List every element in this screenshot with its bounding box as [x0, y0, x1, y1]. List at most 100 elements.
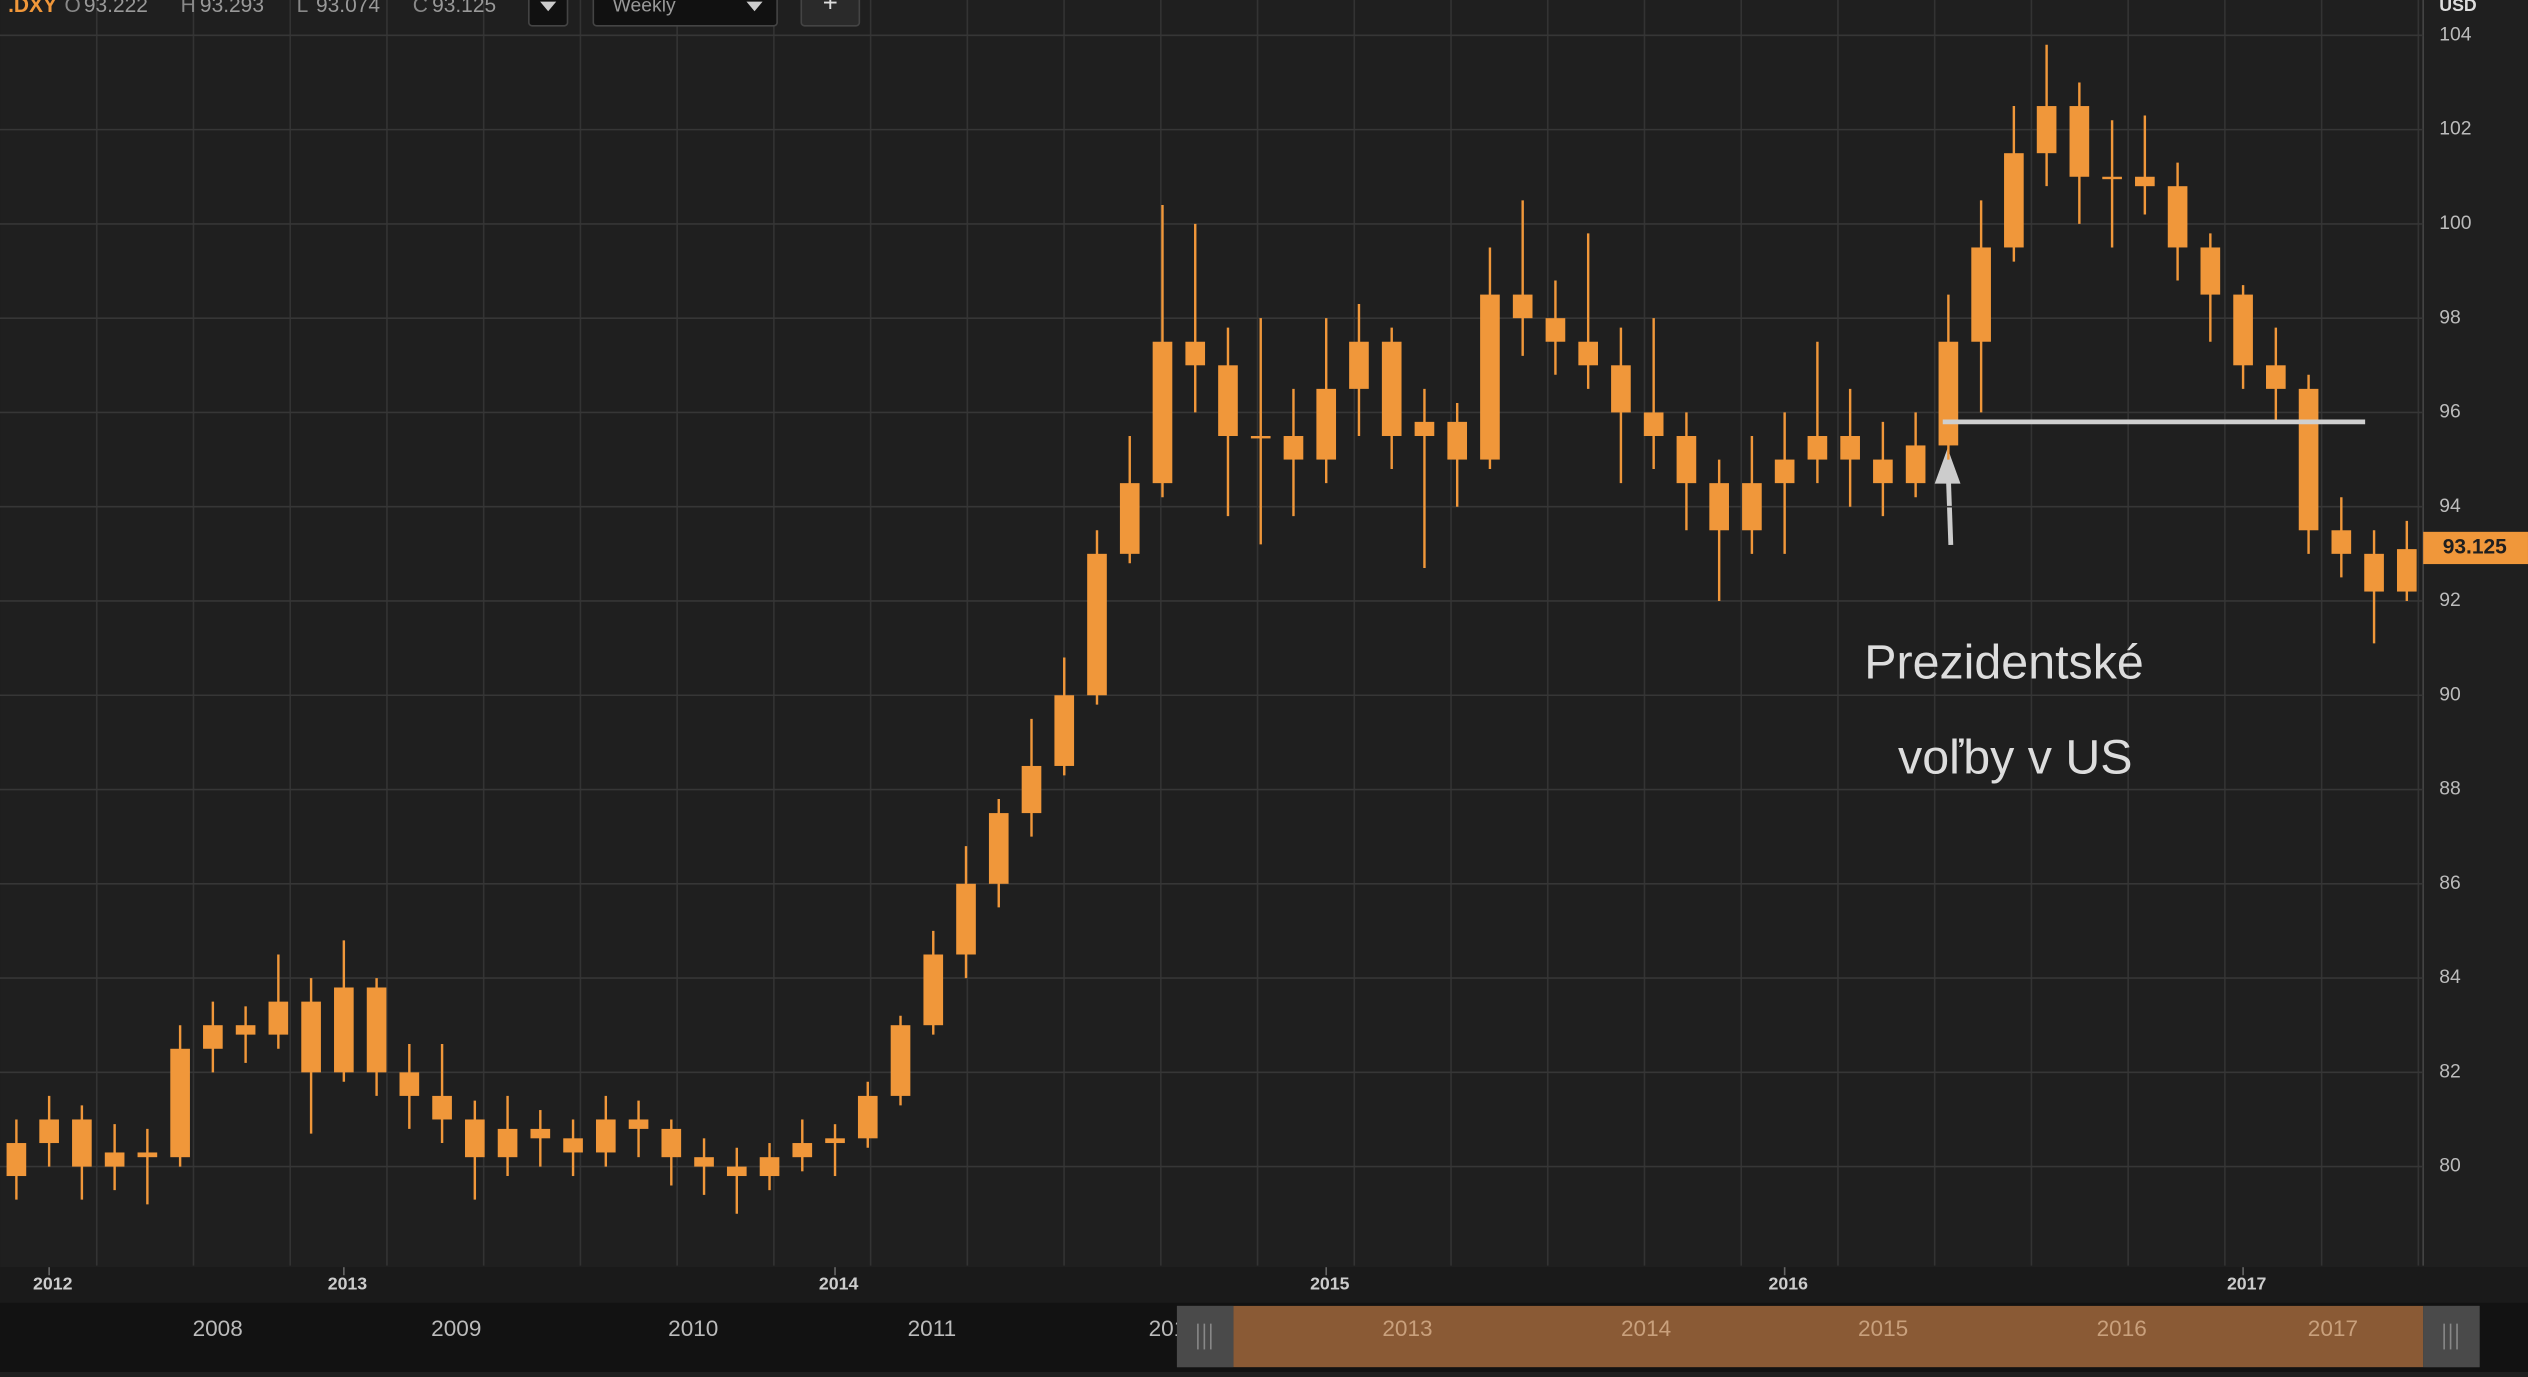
candle-body: [726, 1166, 747, 1177]
candle-body: [1611, 365, 1631, 413]
field-key: C: [413, 0, 428, 17]
candle-body: [956, 883, 976, 955]
y-tick-label: 92: [2439, 589, 2461, 611]
navigator-label: 2016: [2097, 1316, 2147, 1341]
candle-body: [2298, 388, 2319, 531]
candle-body: [1643, 412, 1664, 437]
candle-body: [1119, 483, 1140, 554]
candle-body: [1676, 436, 1697, 484]
x-tick-label: 2012: [33, 1274, 73, 1294]
candle-body: [792, 1143, 813, 1158]
candle-body: [1152, 341, 1173, 484]
candle-body: [595, 1119, 616, 1153]
candle-body: [1349, 341, 1369, 389]
field-key: O: [65, 0, 81, 17]
candle-body: [301, 1001, 321, 1073]
candle-body: [235, 1025, 256, 1035]
field-value: 93.074: [316, 0, 380, 17]
vertical-grid: [95, 0, 2420, 1266]
candle-body: [1905, 445, 1926, 484]
annotation: voľby v US: [1898, 731, 2132, 785]
y-unit: USD: [2439, 0, 2477, 15]
y-tick-label: 94: [2439, 495, 2461, 517]
candle-body: [6, 1143, 27, 1177]
symbol: .DXY: [8, 0, 57, 17]
candle-body: [203, 1025, 223, 1049]
y-tick-label: 86: [2439, 872, 2461, 894]
y-tick-label: 88: [2439, 778, 2461, 800]
dropdown-arrow: [540, 1, 557, 12]
candle-body: [1480, 294, 1500, 460]
dropdown[interactable]: [528, 0, 569, 27]
candle-body: [1807, 436, 1828, 460]
navigator-label: 2008: [193, 1316, 243, 1341]
arrow-head: [1934, 448, 1961, 484]
candle-body: [1054, 695, 1075, 766]
candle-body: [1283, 436, 1304, 460]
candle-body: [1087, 553, 1107, 696]
candle-body: [694, 1157, 714, 1167]
navigator-label: 2013: [1382, 1316, 1432, 1341]
candle-body: [2167, 186, 2188, 248]
candle-body: [2364, 553, 2384, 592]
price-tag: [2423, 531, 2528, 565]
candle-body: [465, 1119, 485, 1158]
x-tick-label: 2015: [1310, 1274, 1350, 1294]
candle-body: [137, 1152, 158, 1158]
candle-body: [1840, 436, 1860, 460]
navigator-label: 2009: [431, 1316, 481, 1341]
x-tick-label: 2017: [2227, 1274, 2267, 1294]
y-tick-label: 100: [2439, 212, 2471, 234]
candle-body: [1578, 341, 1598, 366]
interval: Weekly: [613, 0, 676, 17]
candle-body: [759, 1157, 780, 1177]
annotation: Prezidentské: [1864, 636, 2144, 690]
candle-body: [1545, 318, 1566, 342]
candle-body: [2102, 176, 2122, 180]
candle-body: [890, 1025, 911, 1096]
candle-body: [2004, 153, 2024, 248]
navigator-range[interactable]: [1233, 1305, 2424, 1368]
add-label: +: [823, 0, 838, 18]
candle-body: [825, 1138, 845, 1144]
candle-body: [104, 1152, 125, 1167]
y-tick-label: 90: [2439, 683, 2461, 705]
y-tick-label: 84: [2439, 966, 2461, 988]
add-button[interactable]: [800, 0, 861, 27]
candle-body: [1381, 341, 1402, 437]
field-key: L: [297, 0, 309, 17]
interval-select[interactable]: [592, 0, 778, 27]
y-tick-label: 96: [2439, 401, 2461, 423]
candle-body: [2396, 549, 2417, 592]
candle-body: [1316, 388, 1337, 460]
candle-body: [1250, 436, 1271, 439]
candle-body: [72, 1119, 92, 1167]
y-tick-label: 98: [2439, 306, 2461, 328]
navigator-label: 2011: [908, 1316, 957, 1341]
field-key: H: [181, 0, 196, 17]
navigator-label: 2015: [1858, 1316, 1908, 1341]
y-tick-label: 80: [2439, 1155, 2461, 1177]
candle-body: [2266, 365, 2286, 389]
price-tag-label: 93.125: [2443, 535, 2507, 558]
candle-body: [2036, 106, 2057, 154]
x-tick-label: 2016: [1769, 1274, 1809, 1294]
y-tick-label: 104: [2439, 23, 2471, 45]
candle-body: [988, 813, 1009, 884]
candle-body: [1185, 341, 1206, 366]
field-value: 93.222: [84, 0, 148, 17]
candle-body: [2331, 530, 2352, 554]
candle-body: [530, 1128, 551, 1139]
x-tick-label: 2013: [328, 1274, 368, 1294]
y-tick-label: 82: [2439, 1060, 2461, 1082]
candle-body: [2200, 247, 2221, 295]
candle-body: [2233, 294, 2253, 366]
candle-body: [1873, 459, 1893, 484]
candle-body: [334, 987, 354, 1073]
candle-body: [1218, 365, 1238, 437]
header: Weekly + .DXY: [8, 0, 861, 27]
x-axis-bar: [0, 1267, 2528, 1303]
